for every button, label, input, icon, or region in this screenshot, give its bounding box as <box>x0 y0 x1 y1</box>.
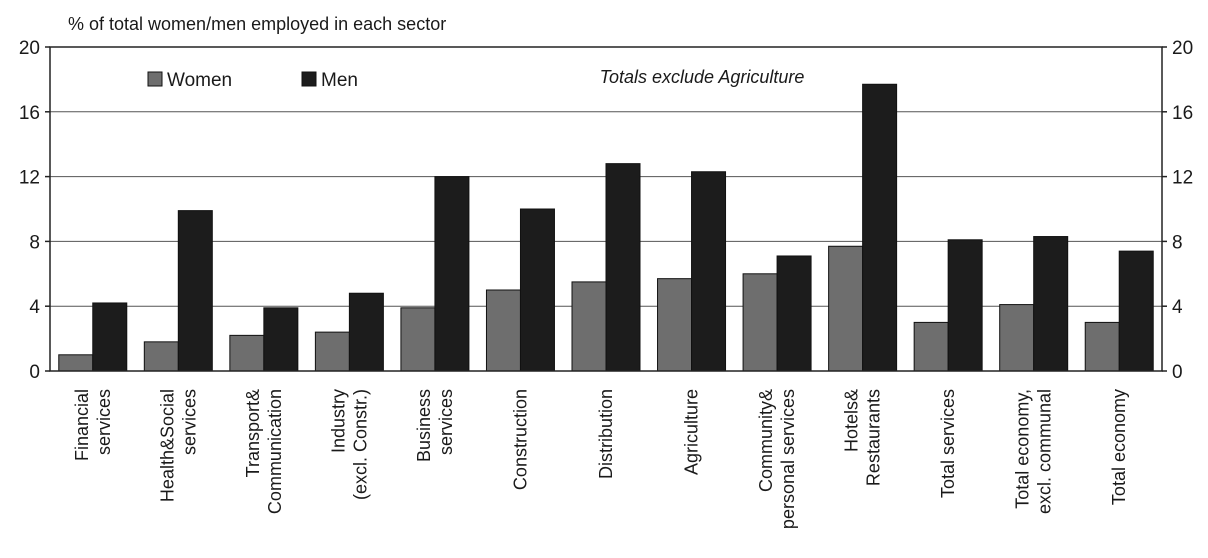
x-category-label-line: Construction <box>510 389 530 490</box>
x-category-label-line: Total economy <box>1109 389 1129 505</box>
legend-swatch-women <box>147 71 163 87</box>
bar-women <box>58 354 94 372</box>
y-tick-label-right: 20 <box>1172 38 1193 59</box>
bar-men <box>348 292 384 372</box>
x-category-label: Business services <box>414 389 456 462</box>
bar-men <box>263 307 299 372</box>
annotation-note: Totals exclude Agriculture <box>600 67 805 87</box>
x-category-label-line: Total services <box>938 389 958 498</box>
bar-women <box>143 341 179 372</box>
x-category-label-line: (excl. Constr.) <box>350 389 370 500</box>
bar-women <box>1084 321 1120 372</box>
x-category-label-line: excl. communal <box>1035 389 1055 514</box>
bar-men <box>1118 250 1154 372</box>
y-tick-label-right: 12 <box>1172 168 1193 189</box>
bar-men <box>177 210 213 372</box>
x-category-label: Distribution <box>596 389 616 479</box>
x-category-label-line: Industry <box>328 389 348 453</box>
bar-women <box>913 321 949 372</box>
bar-men <box>776 255 812 372</box>
x-category-label-line: services <box>94 389 114 455</box>
bar-men <box>691 171 727 372</box>
bar-women <box>828 245 864 372</box>
x-category-label-line: Distribution <box>596 389 616 479</box>
bar-men <box>1033 236 1069 372</box>
y-tick-label-left: 16 <box>19 103 40 124</box>
bar-men <box>862 83 898 372</box>
bar-women <box>742 273 778 372</box>
legend: Women Men <box>147 70 358 91</box>
plot-frame <box>49 46 1163 372</box>
legend-swatch-men <box>301 71 317 87</box>
y-tick-label-right: 16 <box>1172 103 1193 124</box>
x-category-label-line: services <box>436 389 456 455</box>
y-tick-label-right: 4 <box>1172 297 1183 318</box>
bar-men <box>434 176 470 372</box>
x-category-label-line: services <box>179 389 199 455</box>
x-category-label: Financial services <box>72 389 114 461</box>
y-axis-title: % of total women/men employed in each se… <box>68 14 446 34</box>
bar-men <box>92 302 128 372</box>
x-category-label-line: Communication <box>265 389 285 514</box>
y-axis-right: 0 4 8 12 16 20 <box>1162 38 1193 383</box>
legend-label-women: Women <box>167 70 232 91</box>
x-category-label: Total economy <box>1109 389 1129 505</box>
bars <box>58 83 1154 372</box>
x-category-label: Agriculture <box>682 389 702 475</box>
bar-women <box>314 331 350 372</box>
bar-men <box>519 208 555 372</box>
y-tick-label-left: 8 <box>29 232 40 253</box>
bar-women <box>657 278 693 372</box>
x-category-label-line: Agriculture <box>682 389 702 475</box>
x-category-label-line: personal services <box>778 389 798 529</box>
x-category-label: Total economy, excl. communal <box>1013 389 1055 514</box>
bar-women <box>999 304 1035 372</box>
x-category-label-line: Hotels& <box>842 389 862 452</box>
x-category-label: Community& personal services <box>756 389 798 529</box>
legend-label-men: Men <box>321 70 358 91</box>
y-tick-label-right: 8 <box>1172 232 1183 253</box>
y-axis-left: 0 4 8 12 16 20 <box>19 38 50 383</box>
x-category-label-line: Health&Social <box>157 389 177 502</box>
x-category-label-line: Total economy, <box>1013 389 1033 509</box>
bar-men <box>947 239 983 372</box>
bar-men <box>605 163 641 372</box>
x-category-label: Health&Social services <box>157 389 199 502</box>
x-category-label: Transport& Communication <box>243 389 285 514</box>
x-category-label-line: Community& <box>756 389 776 492</box>
x-category-label: Total services <box>938 389 958 498</box>
y-tick-label-left: 4 <box>29 297 40 318</box>
y-tick-label-right: 0 <box>1172 362 1183 383</box>
y-tick-label-left: 20 <box>19 38 40 59</box>
x-category-label: Hotels& Restaurants <box>842 389 884 486</box>
y-tick-label-left: 12 <box>19 168 40 189</box>
x-category-label-line: Transport& <box>243 389 263 477</box>
x-axis-labels: Financial services Health&Social services Tr… <box>72 389 1129 529</box>
y-tick-label-left: 0 <box>29 362 40 383</box>
bar-women <box>229 334 265 372</box>
x-category-label: Industry (excl. Constr.) <box>328 389 370 500</box>
x-category-label-line: Financial <box>72 389 92 461</box>
x-category-label-line: Restaurants <box>864 389 884 486</box>
x-category-label-line: Business <box>414 389 434 462</box>
bar-women <box>571 281 607 372</box>
x-category-label: Construction <box>510 389 530 490</box>
bar-women <box>400 307 436 372</box>
bar-women <box>485 289 521 372</box>
